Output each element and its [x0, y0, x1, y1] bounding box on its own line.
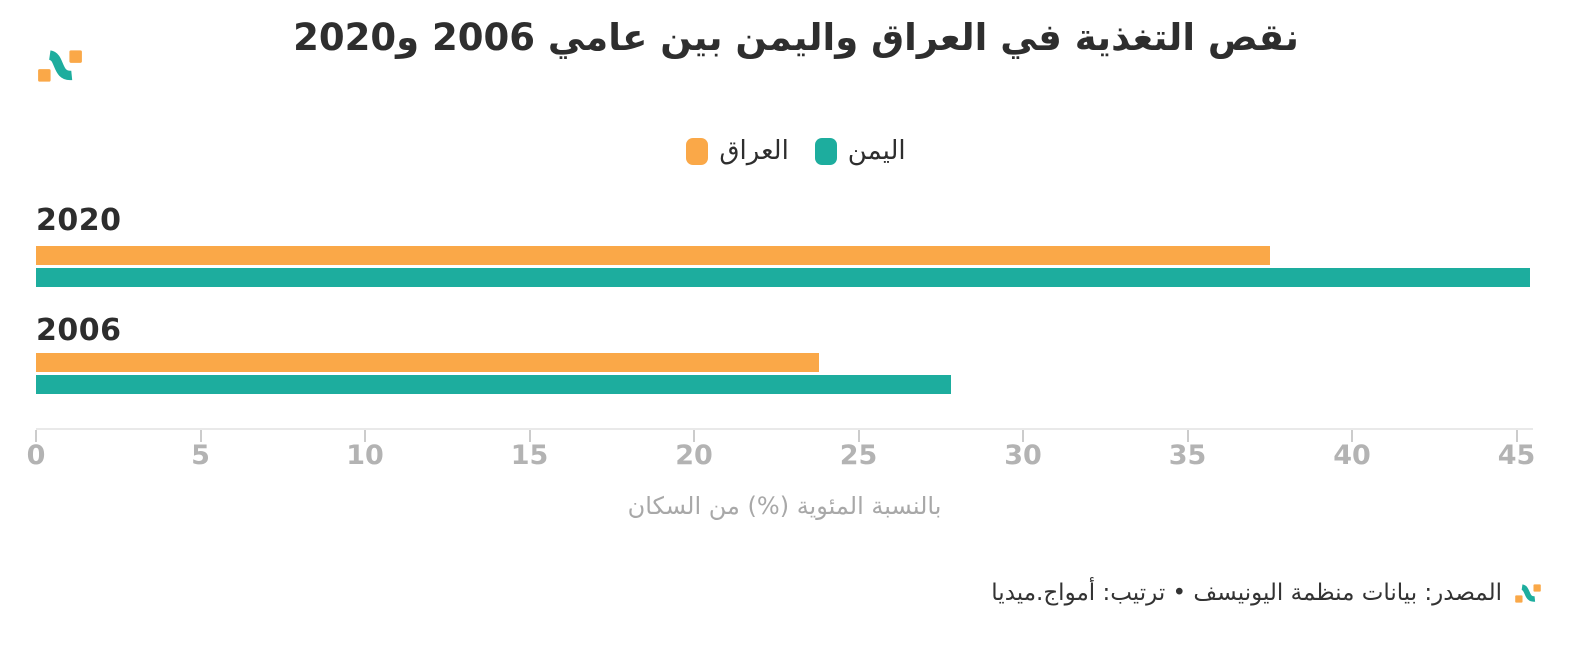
x-axis-tick-35: [1186, 430, 1189, 442]
bar-2006-yemen[interactable]: [36, 375, 951, 394]
legend-label-iraq: العراق: [719, 136, 789, 166]
legend-item-iraq[interactable]: العراق: [686, 136, 789, 166]
x-axis-tick-15: [528, 430, 531, 442]
x-axis-tick-25: [857, 430, 860, 442]
x-axis-tick-40: [1351, 430, 1354, 442]
x-axis-tick-10: [364, 430, 366, 442]
x-axis-tick-label-45: 45: [1497, 440, 1536, 471]
x-axis-caption: بالنسبة المئوية (%) من السكان: [627, 492, 942, 520]
x-axis-tick-label-20: 20: [675, 440, 713, 471]
yemen-color-swatch: [814, 137, 837, 165]
x-axis-tick-label-30: 30: [1004, 440, 1042, 471]
x-axis-tick-label-15: 15: [510, 440, 549, 471]
bar-2020-iraq[interactable]: [36, 246, 1270, 265]
chart-title: نقص التغذية في العراق واليمن بين عامي 20…: [293, 16, 1299, 59]
x-axis-tick-45: [1515, 430, 1518, 442]
x-axis-tick-label-35: 35: [1168, 440, 1207, 471]
iraq-color-swatch: [686, 137, 709, 165]
legend: العراق اليمن: [0, 136, 1592, 166]
x-axis-tick-label-40: 40: [1333, 440, 1371, 471]
legend-item-yemen[interactable]: اليمن: [814, 136, 906, 166]
bar-2006-iraq[interactable]: [36, 353, 820, 372]
x-axis-tick-label-25: 25: [839, 440, 878, 471]
x-axis-tick-label-5: 5: [191, 440, 210, 471]
group-label-2020: 2020: [36, 203, 122, 238]
legend-label-yemen: اليمن: [847, 136, 906, 166]
x-axis-tick-label-10: 10: [346, 440, 384, 471]
amwaj-footer-icon: [1515, 583, 1541, 603]
x-axis-tick-5: [199, 430, 202, 442]
amwaj-logo-icon: [38, 50, 82, 82]
amwaj-media-logo: [36, 48, 84, 84]
bar-2020-yemen[interactable]: [36, 268, 1530, 287]
source-text: المصدر: بيانات منظمة اليونيسف • ترتيب: أ…: [991, 580, 1502, 606]
source-line: المصدر: بيانات منظمة اليونيسف • ترتيب: أ…: [991, 580, 1542, 606]
x-axis-line: [36, 428, 1533, 430]
group-label-2006: 2006: [36, 313, 122, 348]
x-axis-tick-0: [35, 430, 37, 442]
x-axis-tick-20: [693, 430, 696, 442]
plot-area: 2020 2006 0 5 10 15 20 25 30 35 40 45: [27, 0, 1536, 540]
x-axis-tick-30: [1022, 430, 1025, 442]
x-axis-tick-label-0: 0: [26, 440, 46, 471]
